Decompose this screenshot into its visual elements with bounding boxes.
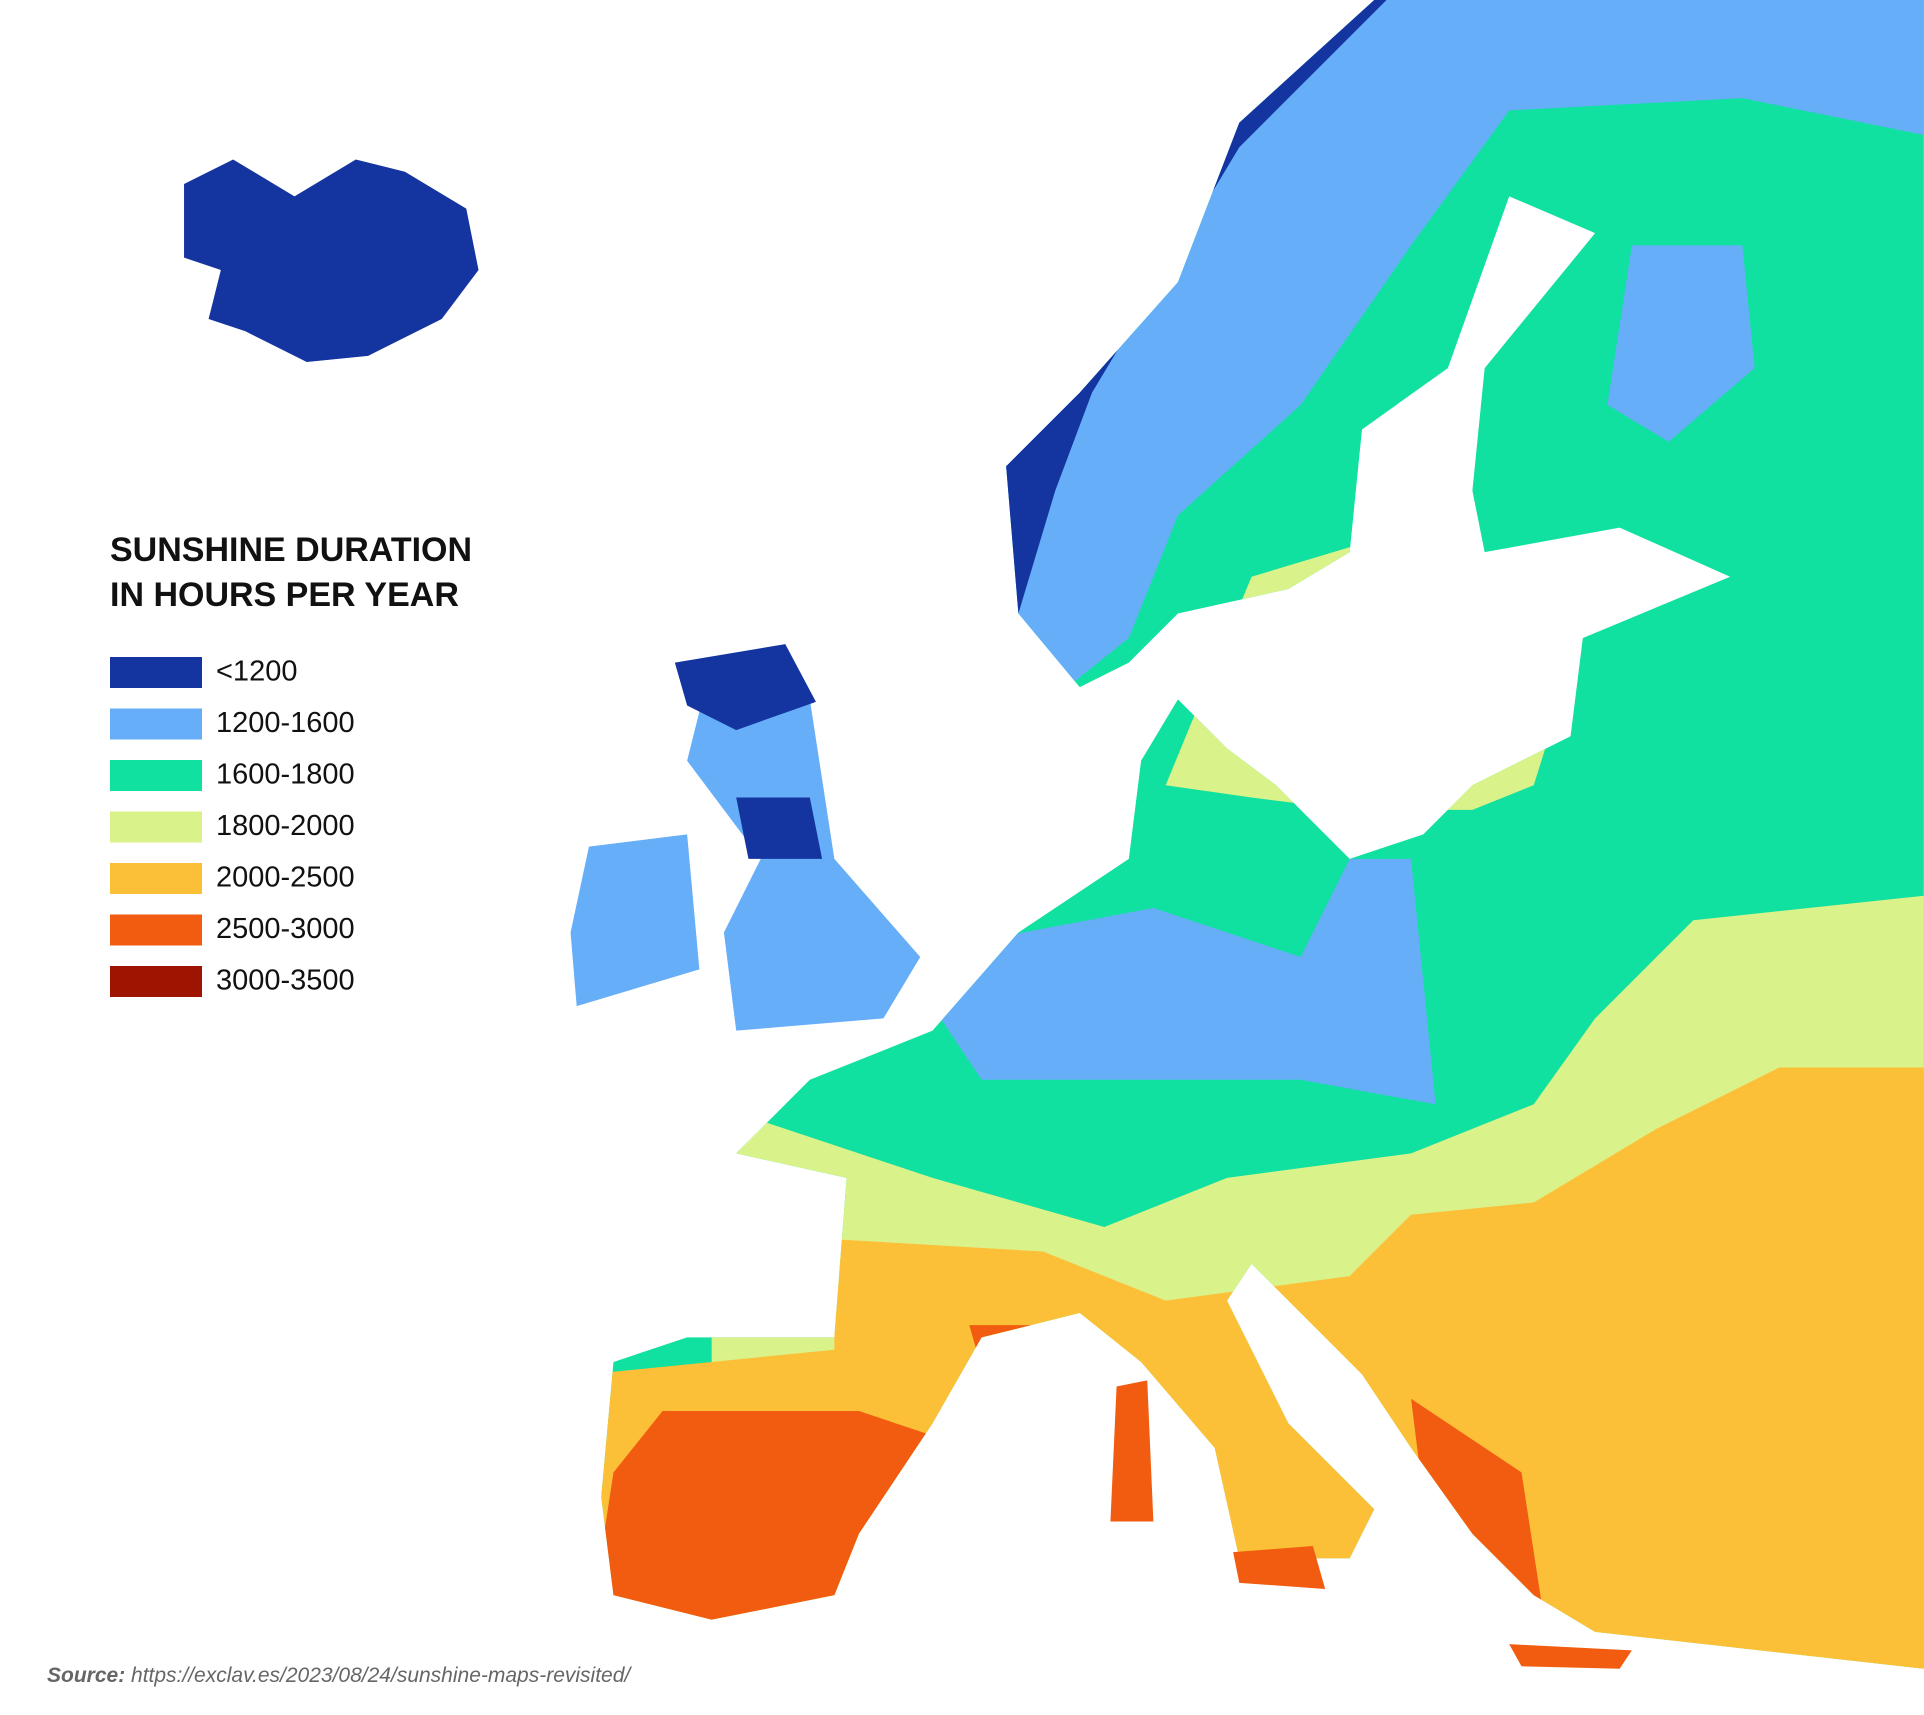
zone (601, 1411, 933, 1645)
legend-label: <1200 (216, 656, 297, 688)
ireland (570, 834, 700, 1007)
legend-label: 2000-2500 (216, 862, 355, 894)
legend-title: IN HOURS PER YEAR (110, 576, 459, 614)
crete (1509, 1644, 1632, 1669)
legend-label: 2500-3000 (216, 913, 355, 945)
legend-swatch (110, 811, 202, 843)
great-britain (687, 699, 921, 1031)
legend-title: SUNSHINE DURATION (110, 531, 472, 569)
corsica-sardinia (1110, 1380, 1154, 1522)
scotland (674, 644, 816, 731)
legend-swatch (110, 657, 202, 688)
zone (1607, 245, 1755, 442)
legend-label: 1800-2000 (216, 810, 355, 842)
source: Source: https://exclav.es/2023/08/24/sun… (47, 1664, 632, 1687)
zone (736, 797, 823, 859)
sicily (1233, 1546, 1326, 1589)
legend: <1200 1200-1600 1600-1800 1800-2000 2000-250… (110, 656, 355, 997)
legend-label: 1600-1800 (216, 759, 355, 791)
source-label: Source: (47, 1664, 125, 1687)
iceland (184, 159, 479, 362)
zone (969, 1325, 1080, 1369)
legend-swatch (110, 863, 202, 894)
legend-swatch (110, 708, 202, 740)
legend-swatch (110, 914, 202, 946)
zone (932, 858, 1436, 1105)
source-url: https://exclav.es/2023/08/24/sunshine-ma… (131, 1664, 632, 1687)
legend-label: 3000-3500 (216, 965, 355, 997)
legend-label: 1200-1600 (216, 707, 355, 739)
zone (1411, 1398, 1547, 1632)
legend-swatch (110, 966, 202, 997)
legend-swatch (110, 760, 202, 791)
